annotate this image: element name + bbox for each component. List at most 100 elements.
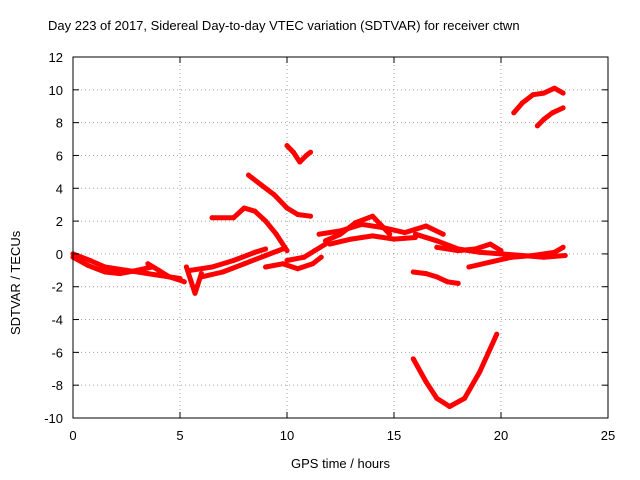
data-point: [220, 269, 226, 275]
data-point: [284, 248, 290, 254]
data-point: [117, 271, 123, 277]
data-point: [477, 369, 483, 375]
series-line-arc-4: [183, 264, 204, 296]
data-point: [188, 267, 194, 273]
data-point: [552, 85, 557, 91]
data-point: [231, 215, 236, 221]
data-point: [177, 277, 183, 283]
data-point: [145, 261, 151, 267]
data-point: [466, 264, 472, 270]
data-point: [183, 264, 189, 270]
y-tick-label: -2: [51, 280, 63, 295]
data-point: [541, 90, 547, 96]
data-point: [271, 192, 277, 198]
data-point: [549, 110, 555, 116]
x-tick-label: 15: [387, 428, 401, 443]
data-point: [198, 274, 204, 280]
series-line-arc-2: [70, 254, 155, 277]
data-point: [231, 258, 236, 263]
data-point: [188, 277, 194, 283]
data-point: [519, 100, 525, 106]
data-point: [391, 236, 397, 242]
series-line-arc-7: [209, 205, 290, 254]
data-point: [530, 92, 536, 98]
data-point: [241, 261, 247, 267]
data-point: [258, 182, 264, 188]
data-point: [402, 230, 408, 236]
series-line-arc-21: [534, 105, 566, 129]
y-axis-label: SDTVAR / TECUs: [8, 230, 23, 335]
data-point: [297, 159, 303, 165]
data-point: [455, 248, 461, 254]
data-point: [562, 253, 568, 258]
data-point: [410, 356, 416, 362]
data-point: [477, 249, 483, 255]
data-point: [246, 172, 251, 178]
data-point: [252, 208, 258, 214]
y-tick-label: -10: [44, 411, 63, 426]
y-tick-label: 8: [56, 116, 63, 131]
chart-title: Day 223 of 2017, Sidereal Day-to-day VTE…: [48, 18, 520, 33]
data-point: [87, 258, 93, 263]
data-point: [303, 153, 309, 158]
y-tick-label: 10: [49, 83, 63, 98]
y-tick-label: 6: [56, 148, 63, 163]
data-point: [498, 248, 504, 254]
data-point: [445, 279, 450, 285]
data-point: [280, 261, 286, 267]
data-point: [423, 271, 429, 277]
data-point: [487, 241, 493, 247]
data-point: [410, 269, 416, 275]
data-point: [338, 231, 343, 237]
data-point: [308, 213, 313, 219]
data-point: [440, 231, 446, 237]
data-point: [412, 231, 418, 237]
data-point: [209, 215, 215, 221]
data-point: [209, 264, 215, 270]
data-point: [263, 253, 269, 258]
data-point: [511, 110, 517, 116]
data-point: [530, 253, 536, 258]
plot-frame: [72, 56, 609, 419]
data-point: [434, 238, 440, 244]
data-point: [301, 254, 307, 260]
x-tick-label: 5: [176, 428, 183, 443]
data-point: [166, 274, 172, 280]
data-point: [263, 246, 269, 252]
data-point: [312, 248, 318, 254]
data-point: [434, 244, 440, 250]
data-point: [85, 262, 91, 268]
data-point: [423, 379, 429, 385]
data-point: [552, 249, 557, 255]
data-point: [284, 258, 290, 263]
data-point: [387, 231, 393, 237]
data-point: [370, 233, 376, 239]
data-point: [156, 267, 162, 273]
data-point: [434, 395, 440, 401]
data-point: [273, 231, 279, 237]
y-tick-label: 2: [56, 214, 63, 229]
gridlines: [73, 57, 608, 418]
data-point: [455, 280, 461, 286]
data-point: [318, 254, 324, 260]
data-point: [541, 116, 547, 122]
data-point: [192, 290, 198, 296]
y-tick-label: -8: [51, 378, 63, 393]
data-point: [447, 404, 453, 409]
data-point: [145, 271, 151, 277]
data-point: [494, 331, 500, 337]
series-group: [70, 85, 568, 409]
data-point: [102, 264, 108, 270]
data-point: [310, 261, 316, 267]
x-tick-label: 10: [280, 428, 294, 443]
data-point: [434, 274, 440, 280]
y-tick-label: 12: [49, 50, 63, 65]
x-tick-label: 25: [601, 428, 615, 443]
data-point: [284, 205, 290, 211]
x-tick-label: 20: [494, 428, 508, 443]
data-point: [181, 279, 187, 285]
ticks: 0 5 10 15 20 25 -10 -8 -6 -4 -2 0 2 4 6 8 10 12: [44, 50, 615, 443]
x-axis-label: GPS time / hours: [291, 456, 390, 471]
